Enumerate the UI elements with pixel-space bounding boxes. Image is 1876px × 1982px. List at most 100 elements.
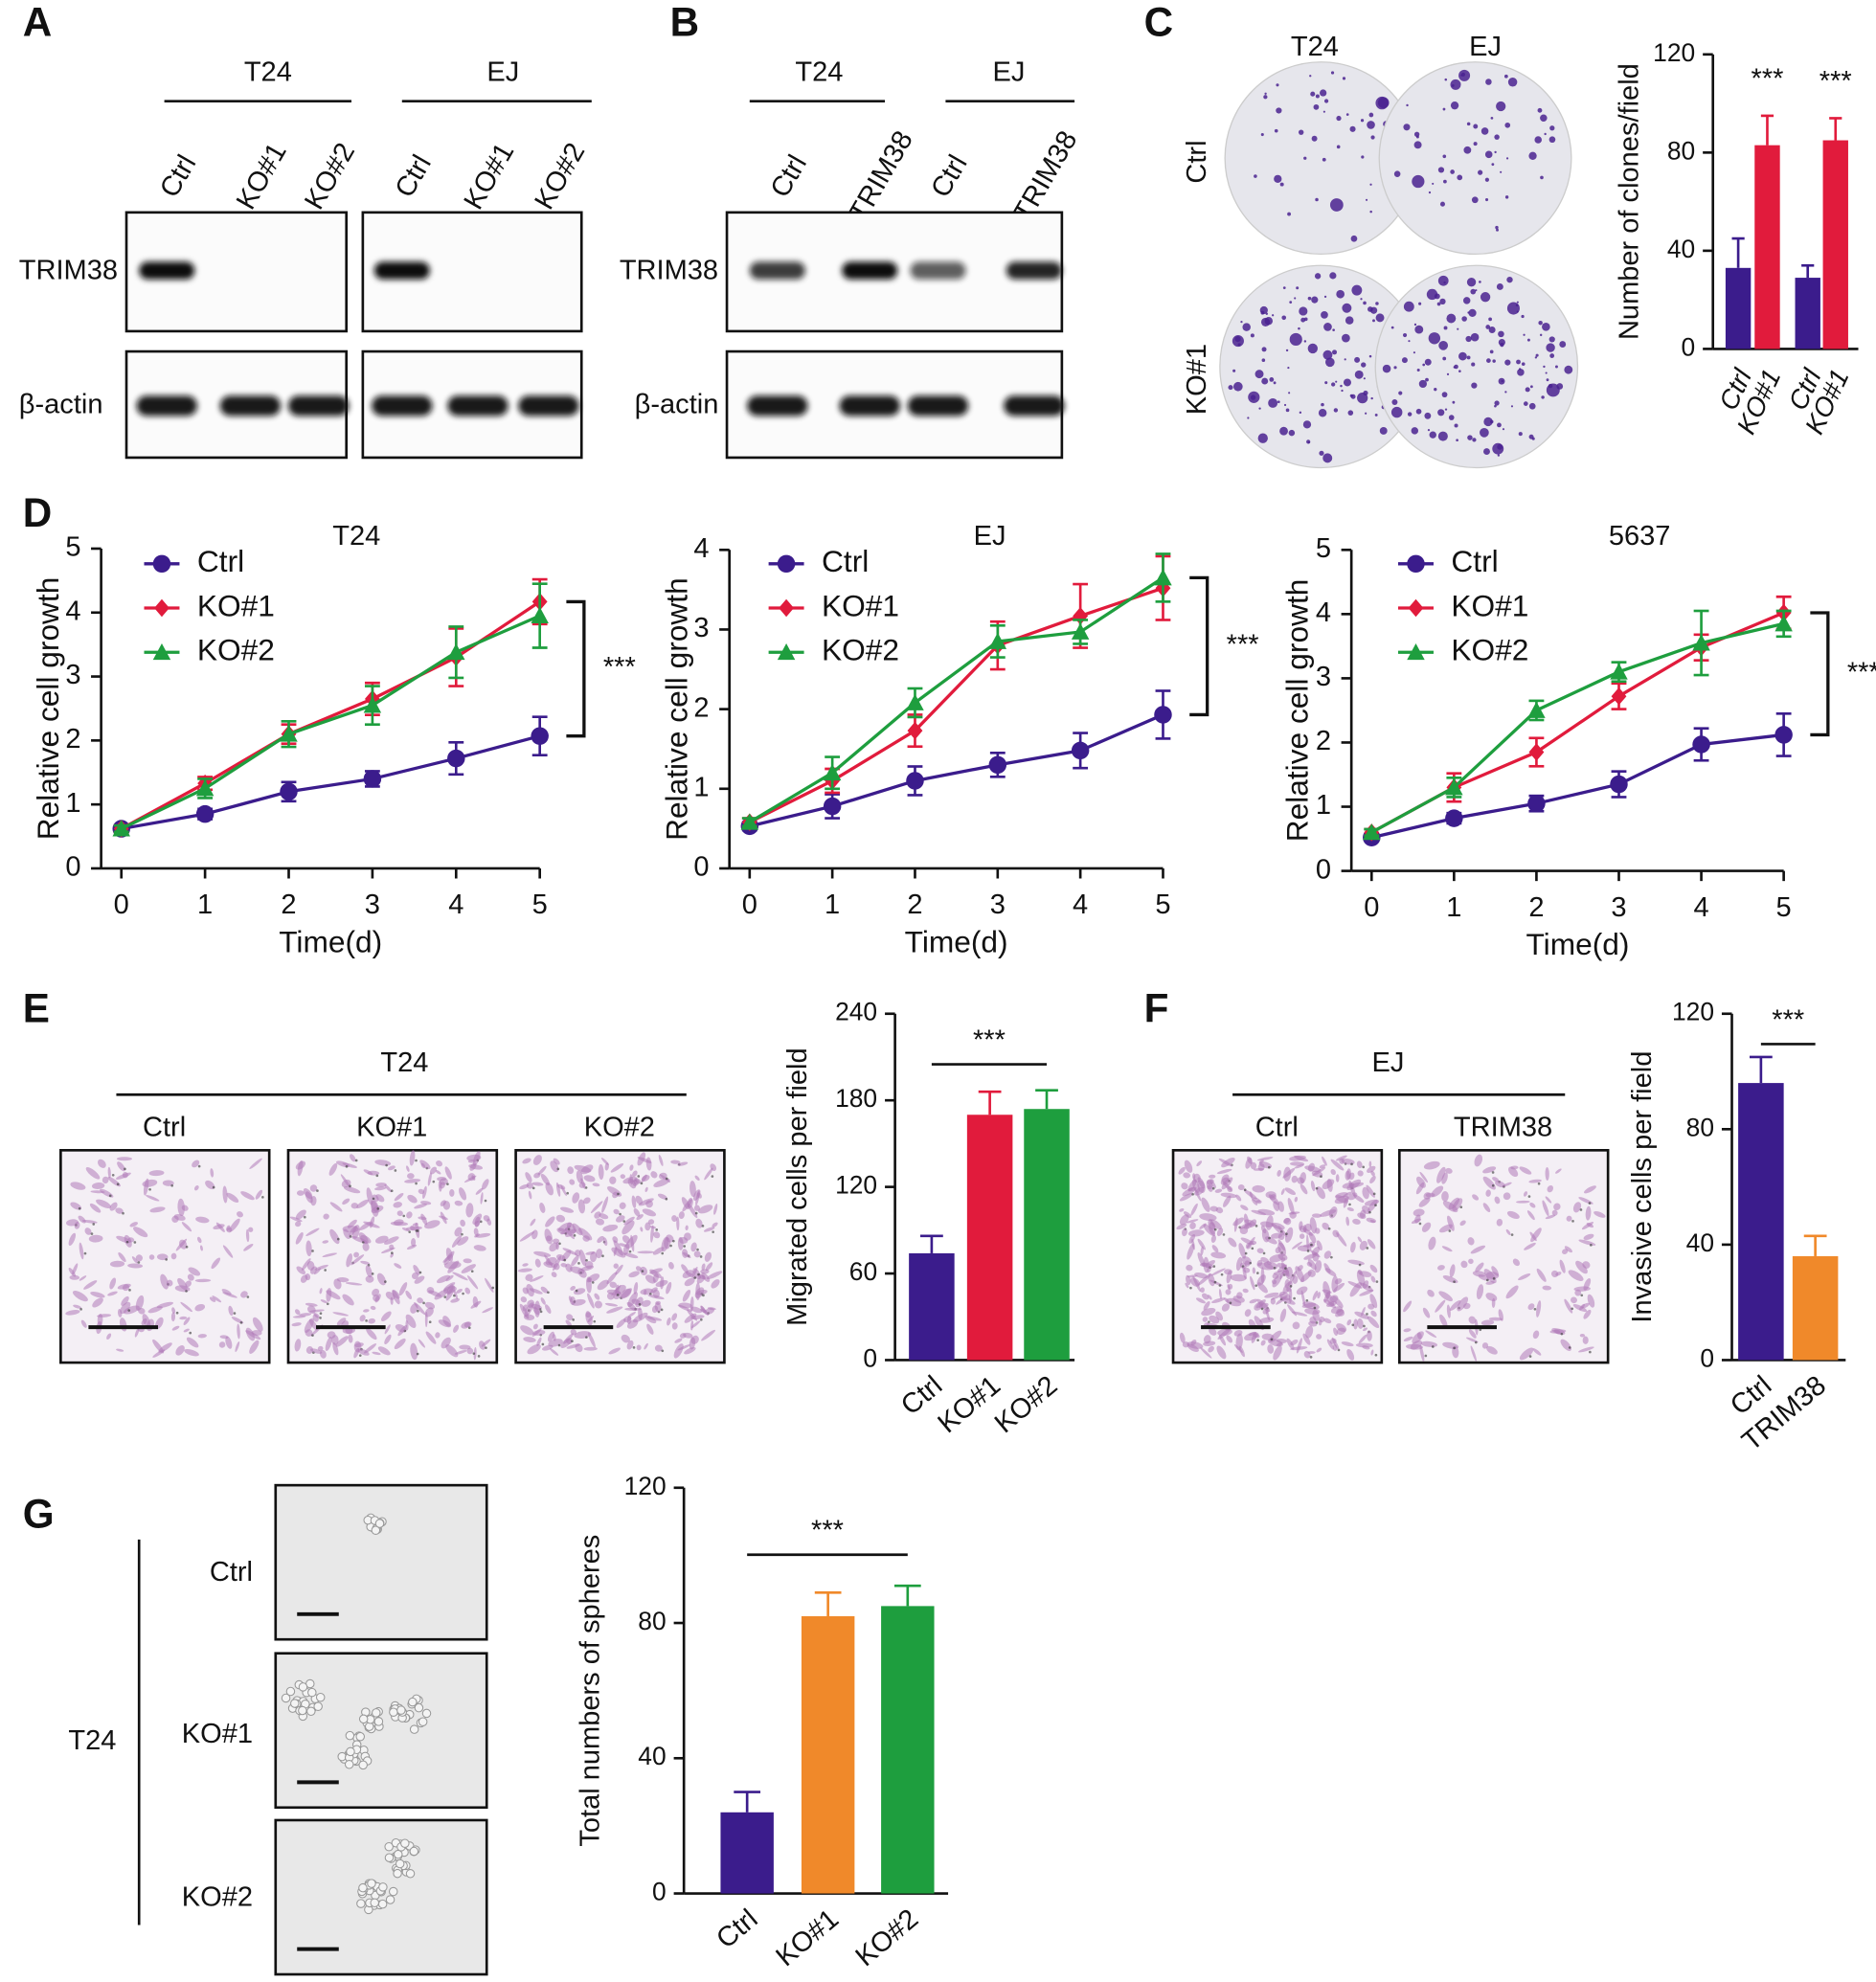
cell (156, 1253, 169, 1261)
sphere-cell (355, 1731, 365, 1742)
colony-dot (1261, 377, 1269, 385)
cell (1486, 1345, 1498, 1355)
cell (179, 1316, 188, 1320)
cell (647, 1219, 655, 1225)
cell (380, 1311, 392, 1321)
cell (1362, 1205, 1371, 1215)
cell (170, 1312, 176, 1322)
cell (418, 1188, 425, 1195)
colony-dot (1505, 157, 1509, 160)
cell (1346, 1318, 1352, 1326)
cell (636, 1344, 642, 1351)
cell (602, 1237, 608, 1247)
pore (124, 1167, 126, 1171)
cell (370, 1200, 378, 1212)
cell (1225, 1289, 1232, 1295)
cell (688, 1203, 698, 1219)
cell (1278, 1291, 1291, 1301)
cell (212, 1295, 222, 1303)
cell (1284, 1278, 1290, 1289)
cell (1277, 1169, 1281, 1177)
column-label: KO#2 (584, 1113, 655, 1143)
cell (1183, 1172, 1191, 1179)
colony-dot (1494, 134, 1500, 140)
x-tick-label: KO#1 (771, 1903, 845, 1972)
colony-dot (1336, 115, 1342, 122)
colony-dot (1480, 292, 1491, 303)
cell (342, 1294, 354, 1306)
cell (294, 1221, 302, 1227)
y-tick-label: 0 (65, 852, 80, 883)
colony-dot (1473, 142, 1478, 146)
cell (116, 1157, 133, 1161)
colony-dot (1546, 383, 1560, 397)
pore (1590, 1244, 1593, 1247)
cell (1452, 1198, 1463, 1211)
cell (534, 1300, 541, 1318)
marker (823, 797, 842, 816)
sphere-cell (306, 1706, 316, 1717)
x-axis-label: Time(d) (905, 925, 1008, 959)
x-tick-label: 1 (825, 890, 840, 920)
cell (213, 1224, 225, 1230)
cell (454, 1349, 467, 1355)
cell (678, 1211, 685, 1220)
colony-dot (1279, 182, 1284, 187)
colony-dot (1367, 306, 1373, 312)
cell (370, 1305, 376, 1311)
colony-dot (1367, 121, 1375, 129)
colony-dot (1322, 349, 1333, 360)
pore (83, 1251, 87, 1255)
cell (1221, 1303, 1230, 1312)
cell (626, 1340, 634, 1350)
cell (1199, 1213, 1217, 1222)
cell (1555, 1272, 1562, 1276)
colony-dot (1490, 116, 1494, 120)
colony-dot (1540, 114, 1548, 122)
cell (228, 1305, 234, 1317)
cell (1290, 1346, 1308, 1351)
cell (684, 1277, 695, 1287)
colony-dot (1350, 235, 1358, 242)
colony-dot (1288, 392, 1291, 394)
colony-dot (1361, 362, 1367, 368)
cell (713, 1204, 718, 1215)
cell (343, 1186, 361, 1194)
cell (1284, 1187, 1297, 1196)
cell (1357, 1269, 1363, 1275)
pore (1374, 1204, 1377, 1207)
cell (1370, 1310, 1377, 1318)
colony-dot (1467, 435, 1473, 440)
y-tick-label: 120 (835, 1171, 877, 1200)
cell (684, 1313, 697, 1323)
cell (310, 1348, 323, 1354)
series-line (1370, 621, 1785, 834)
cell (1311, 1213, 1322, 1218)
colony-dot (1240, 321, 1243, 324)
legend-label: KO#1 (822, 588, 899, 622)
cell (1482, 1203, 1491, 1213)
cell (641, 1175, 650, 1182)
cell (1272, 1273, 1279, 1279)
cell (480, 1192, 484, 1205)
colony-dot (1350, 394, 1356, 399)
colony-dot (1265, 312, 1269, 315)
cell (595, 1218, 605, 1226)
pore (349, 1235, 352, 1238)
cell (1439, 1224, 1453, 1233)
cell (637, 1152, 646, 1166)
pore (1260, 1307, 1264, 1311)
cell (606, 1272, 618, 1285)
cell (649, 1268, 663, 1274)
sphere-cell (384, 1841, 394, 1852)
cell (1485, 1281, 1495, 1285)
cell (401, 1227, 410, 1231)
colony-dot (1332, 328, 1335, 331)
colony-dot (1437, 275, 1449, 286)
cell (619, 1243, 627, 1248)
colony-dot (1299, 411, 1302, 415)
significance-bracket (1810, 611, 1830, 737)
colony-dot (1534, 356, 1538, 359)
cell (305, 1227, 320, 1236)
